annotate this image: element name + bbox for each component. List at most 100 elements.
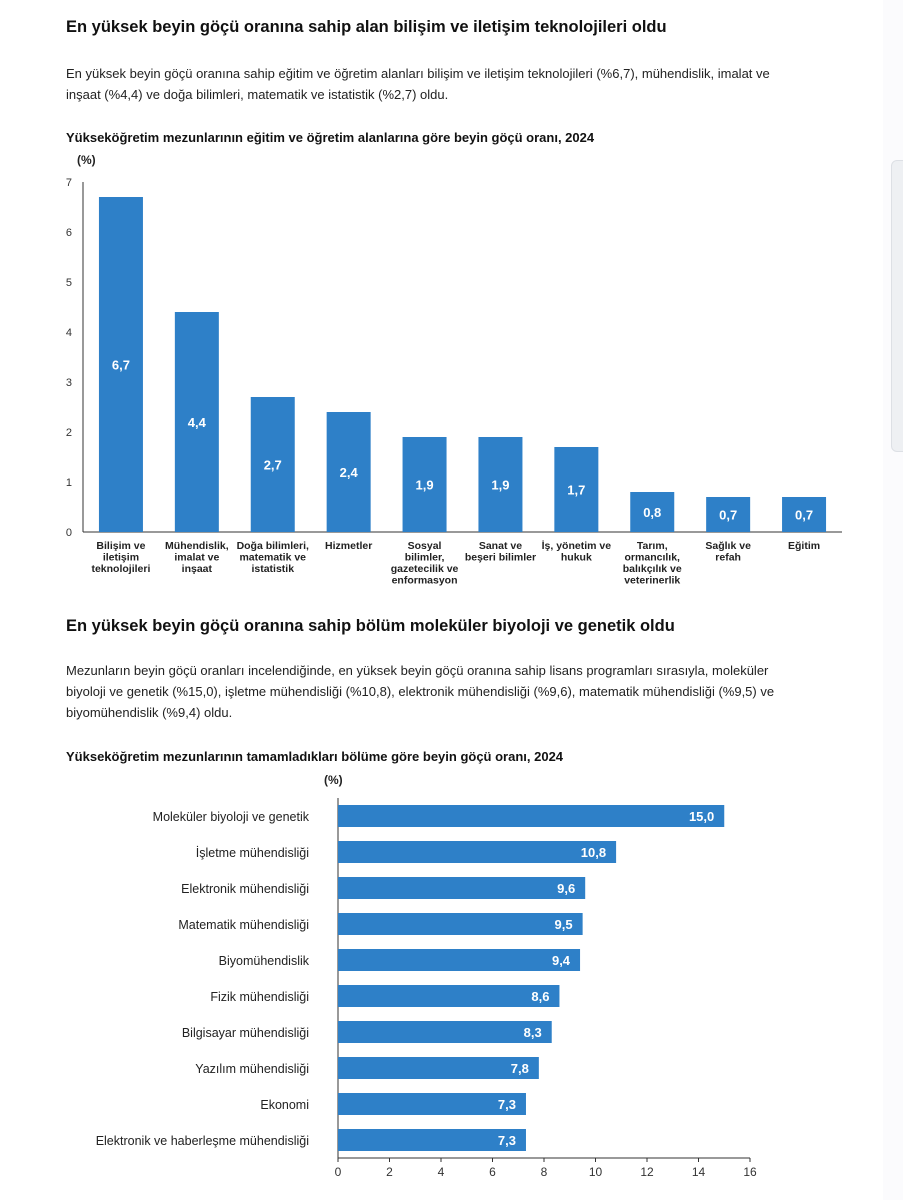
chart2-x-tick-label: 12 [640,1165,654,1179]
section2-paragraph: Mezunların beyin göçü oranları incelendi… [66,660,848,723]
chart2-bar [338,805,725,827]
chart1-bar [250,397,295,532]
section2-heading: En yüksek beyin göçü oranına sahip bölüm… [66,617,675,635]
chart2-bar [338,949,581,971]
chart1-category-label: Sanat ve [479,540,522,552]
chart2-x-tick-label: 16 [743,1165,757,1179]
chart1-category-label: istatistik [251,563,294,575]
section2-paragraph-line: biyomühendislik (%9,4) oldu. [66,705,233,720]
chart2-bar [338,985,560,1007]
chart2-x-tick-label: 6 [489,1165,496,1179]
chart2-title: Yükseköğretim mezunlarının tamamladıklar… [66,749,564,764]
chart1-category-label: Eğitim [788,540,820,552]
chart1-category-label: refah [715,552,741,564]
chart2-bar [338,1093,526,1115]
chart2-bar [338,841,617,863]
chart1-y-tick-label: 6 [66,227,72,239]
chart2-x-tick-label: 2 [386,1165,393,1179]
chart2-unit-label: (%) [324,773,343,787]
chart1-category-label: ormancılık, [625,552,681,564]
chart1-bar [174,312,219,532]
chart1-bar-value-label: 2,7 [264,458,282,473]
chart1-category-label: imalat ve [174,552,219,564]
scroll-handle[interactable] [891,160,903,452]
chart2-category-label: Elektronik ve haberleşme mühendisliği [96,1134,309,1148]
chart2-bar-value-label: 9,5 [555,917,573,932]
chart1-bar-value-label: 2,4 [340,465,359,480]
chart2-category-label: İşletme mühendisliği [196,846,309,860]
chart1-title: Yükseköğretim mezunlarının eğitim ve öğr… [66,130,595,145]
chart1-category-label: hukuk [561,552,592,564]
chart2-bar-value-label: 7,3 [498,1097,516,1112]
chart1-category-label: gazetecilik ve [391,563,459,575]
chart1-category-label: bilimler, [405,552,445,564]
chart1-y-tick-label: 4 [66,327,72,339]
chart1-category-label: İş, yönetim ve [542,539,612,552]
chart2-category-label: Bilgisayar mühendisliği [182,1026,309,1040]
chart2-bar-value-label: 10,8 [581,845,606,860]
chart2-bar-value-label: 9,4 [552,953,571,968]
chart1-category-label: Sosyal [408,540,442,552]
chart1-bar-chart: 0 1 2 3 4 5 6 7 6,7 Bilişim veiletişimteknolojile… [66,177,842,587]
section1-paragraph: En yüksek beyin göçü oranına sahip eğiti… [66,63,848,105]
chart1-category-label: iletişim [103,552,139,564]
chart1-y-tick-label: 7 [66,177,72,189]
chart2-bar [338,877,586,899]
chart2-bar-chart: 0 2 4 6 8 10 12 14 16 15,0 Moleküler biyoloji ve g… [96,798,757,1179]
chart1-bar [402,437,447,532]
chart1-category-label: inşaat [182,563,213,575]
chart2-category-label: Yazılım mühendisliği [195,1062,309,1076]
chart1-category-label: teknolojileri [91,563,150,575]
chart2-bar [338,1129,526,1151]
chart1-bar [326,412,371,532]
chart1-y-tick-label: 2 [66,427,72,439]
chart1-category-label: Sağlık ve [705,540,751,552]
section2-paragraph-line: biyoloji ve genetik (%15,0), işletme müh… [66,684,775,699]
chart2-category-label: Elektronik mühendisliği [181,882,309,896]
chart1-category-label: beşeri bilimler [465,552,536,564]
chart1-category-label: balıkçılık ve [623,563,682,575]
chart2-bar-value-label: 9,6 [557,881,575,896]
chart2-category-label: Moleküler biyoloji ve genetik [153,810,310,824]
chart2-category-label: Ekonomi [260,1098,309,1112]
chart1-bar-value-label: 6,7 [112,358,130,373]
chart1-bar [630,492,675,532]
chart1-y-tick-label: 3 [66,377,72,389]
section1-paragraph-line: En yüksek beyin göçü oranına sahip eğiti… [66,66,770,81]
chart1-category-label: Mühendislik, [165,540,229,552]
chart1-y-tick-label: 0 [66,527,72,539]
section1-heading: En yüksek beyin göçü oranına sahip alan … [66,18,667,36]
chart2-category-label: Biyomühendislik [219,954,310,968]
section1-paragraph-line: inşaat (%4,4) ve doğa bilimleri, matemat… [66,87,449,102]
chart2-x-tick-label: 10 [589,1165,603,1179]
chart1-bar-value-label: 0,8 [643,505,661,520]
chart1-category-label: veterinerlik [624,575,680,587]
chart2-x-tick-label: 0 [335,1165,342,1179]
chart1-bar-value-label: 0,7 [795,508,813,523]
chart2-bar [338,1021,552,1043]
chart1-category-label: Tarım, [637,540,668,552]
chart1-y-tick-label: 1 [66,477,72,489]
chart2-bar [338,913,583,935]
section2-paragraph-line: Mezunların beyin göçü oranları incelendi… [66,663,769,678]
chart1-bar-value-label: 1,9 [491,478,509,493]
chart1-bar [554,447,599,532]
chart2-bar-value-label: 8,3 [524,1025,542,1040]
chart1-bar-value-label: 1,7 [567,483,585,498]
chart1-bar [782,497,827,532]
chart1-bar [98,197,143,532]
chart1-category-label: Hizmetler [325,540,372,552]
chart1-bar [478,437,523,532]
chart1-bar-value-label: 1,9 [416,478,434,493]
chart1-bar-value-label: 0,7 [719,508,737,523]
chart2-bar-value-label: 7,3 [498,1133,516,1148]
chart1-category-label: matematik ve [239,552,306,564]
chart1-y-tick-label: 5 [66,277,72,289]
chart2-category-label: Matematik mühendisliği [178,918,309,932]
chart2-category-label: Fizik mühendisliği [210,990,309,1004]
chart2-bar [338,1057,539,1079]
chart2-x-tick-label: 14 [692,1165,706,1179]
chart2-bar-value-label: 7,8 [511,1061,529,1076]
chart2-bar-value-label: 15,0 [689,809,714,824]
chart2-x-tick-label: 4 [438,1165,445,1179]
